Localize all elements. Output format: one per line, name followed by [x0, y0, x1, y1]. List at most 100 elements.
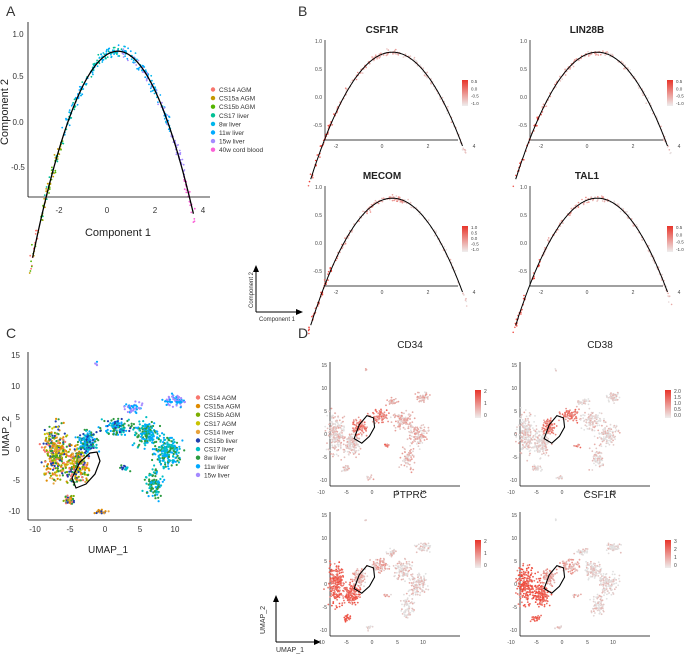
panel-c-point	[88, 448, 91, 451]
panel-d-point	[362, 425, 365, 427]
panel-d-point	[522, 437, 524, 440]
panel-c-point	[54, 444, 57, 447]
panel-b-point	[538, 264, 540, 267]
panel-c-point	[53, 431, 57, 434]
panel-c-point	[94, 446, 98, 449]
panel-c-point	[92, 445, 95, 448]
panel-c-point	[45, 442, 48, 445]
panel-b-xtick: 4	[473, 144, 476, 150]
panel-d-point	[533, 450, 536, 452]
panel-c-point	[40, 461, 43, 464]
panel-d-point	[397, 400, 400, 403]
panel-d-point	[365, 434, 368, 437]
panel-d-point	[599, 419, 601, 422]
panel-c-point	[148, 423, 151, 426]
panel-b-point	[666, 146, 669, 148]
panel-d-point	[330, 425, 333, 427]
panel-d-point	[395, 401, 398, 403]
panel-d-point	[335, 432, 337, 435]
panel-c-point	[162, 447, 165, 450]
panel-d-point	[537, 468, 539, 471]
panel-a-point	[56, 160, 59, 163]
panel-a-point	[145, 79, 148, 82]
panel-d-point	[592, 456, 595, 458]
panel-c-legend-label: CS15a AGM	[204, 404, 240, 411]
panel-d-point	[566, 414, 569, 416]
panel-d-point	[347, 439, 350, 441]
panel-c-umap: 15 10 5 0 -5 -10 -10 -5 0 5 10 UMAP_1 UM…	[1, 351, 240, 556]
panel-b-point	[400, 200, 403, 203]
panel-d-point	[533, 421, 535, 423]
panel-d-point	[429, 394, 431, 396]
panel-d-point	[343, 415, 346, 418]
panel-c-point	[162, 441, 165, 444]
panel-c-point	[62, 449, 65, 452]
panel-d-point	[348, 437, 351, 440]
panel-d-point	[532, 438, 535, 441]
panel-b-point	[409, 201, 412, 204]
panel-c-legend-label: CS17 liver	[204, 447, 235, 454]
panel-a-point	[192, 221, 195, 224]
panel-d-point	[587, 413, 590, 416]
panel-c-legend-swatch	[195, 403, 201, 409]
panel-d-point	[545, 443, 548, 446]
panel-d-point	[363, 423, 366, 426]
panel-d-point	[523, 411, 526, 414]
panel-d-point	[536, 436, 539, 439]
panel-c-point	[70, 502, 74, 505]
panel-d-point	[394, 429, 397, 432]
panel-d-point	[524, 431, 527, 434]
panel-d-point	[324, 425, 327, 428]
panel-d-point	[342, 429, 345, 432]
panel-c-point	[157, 491, 160, 494]
panel-b-curve	[310, 51, 463, 180]
panel-d-point	[526, 436, 529, 439]
panel-c-point	[62, 436, 65, 439]
panel-d-point	[332, 601, 335, 603]
panel-b-point	[344, 237, 346, 239]
panel-c-point	[49, 476, 52, 479]
panel-b-point	[642, 94, 644, 96]
panel-c-point	[47, 440, 50, 443]
panel-a-point	[68, 124, 71, 127]
panel-d-point	[541, 445, 544, 447]
panel-d-point	[351, 443, 354, 445]
panel-a-point	[70, 117, 73, 119]
panel-c-point	[95, 443, 98, 446]
panel-b-point	[345, 89, 348, 91]
panel-d-point	[333, 423, 336, 425]
panel-c-point	[78, 467, 82, 470]
panel-d-point	[605, 440, 608, 443]
panel-d-point	[592, 426, 595, 428]
panel-c-legend-swatch	[195, 429, 201, 435]
panel-b-colorbar-tick: 0.5	[471, 231, 478, 236]
panel-d-point	[580, 427, 583, 430]
panel-b-point	[523, 159, 525, 161]
panel-d-point	[593, 415, 595, 417]
panel-d-point	[579, 446, 582, 449]
panel-c-xtick: 0	[103, 525, 108, 534]
panel-d-point	[339, 443, 342, 445]
panel-c-legend-label: CS14 liver	[204, 429, 235, 436]
panel-d-point	[541, 428, 543, 431]
panel-c-point	[157, 485, 160, 488]
panel-c-point	[50, 431, 53, 434]
panel-d-point	[580, 414, 583, 417]
panel-d-point	[593, 429, 596, 432]
panel-d-point	[399, 414, 402, 417]
panel-c-point	[58, 474, 61, 477]
panel-d-point	[554, 433, 557, 436]
panel-d-ytick: -10	[320, 628, 327, 634]
panel-a-point	[110, 55, 113, 58]
panel-b-point	[536, 124, 538, 127]
panel-b-point	[561, 78, 563, 80]
panel-c-point	[81, 461, 84, 464]
panel-c-point	[91, 436, 94, 439]
panel-c-point	[161, 432, 164, 435]
panel-d-point	[331, 429, 334, 432]
panel-c-point	[62, 448, 65, 451]
panel-d-point	[608, 437, 610, 439]
panel-c-point	[177, 457, 180, 460]
panel-a-trajectory: 1.0 0.5 0.0 -0.5 -2 0 2 4 Component 1 Co…	[0, 22, 263, 274]
panel-d-point	[347, 447, 349, 449]
